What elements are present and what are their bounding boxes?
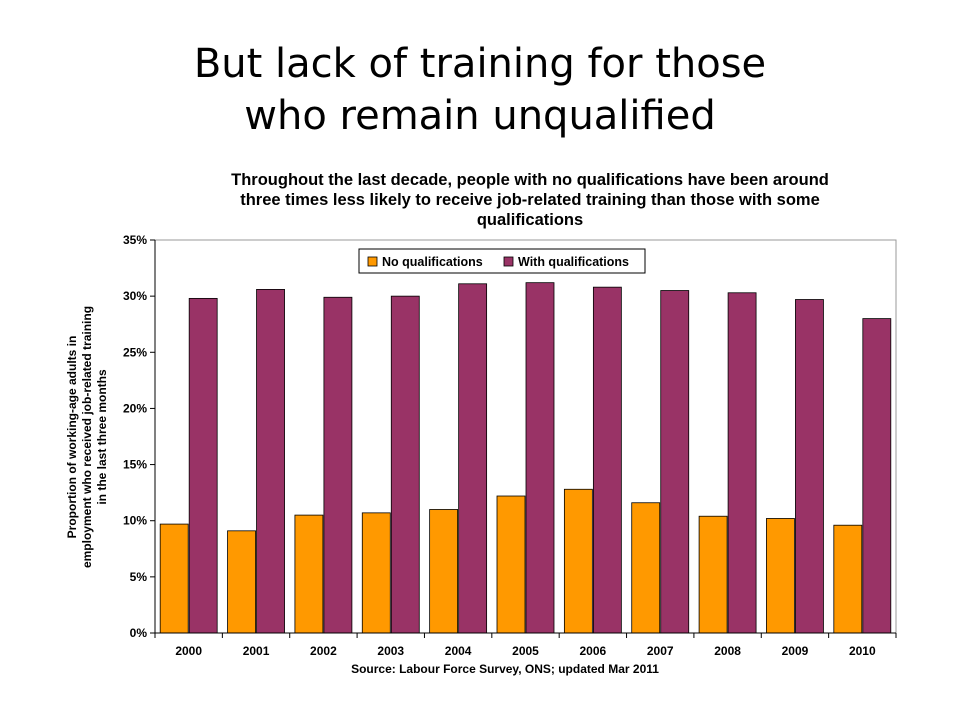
x-tick-label: 2006 [580,644,607,658]
legend-item-with-qualifications: With qualifications [518,255,629,269]
y-tick-label: 20% [123,401,147,415]
x-tick-label: 2000 [175,644,202,658]
x-tick-label: 2004 [445,644,472,658]
bar-with-qualifications [323,296,353,634]
bar-with-qualifications [862,318,892,634]
y-axis-label-line-3: in the last three months [95,369,109,505]
x-tick-label: 2001 [243,644,270,658]
bar-no-qualifications [227,530,256,634]
x-tick-label: 2007 [647,644,674,658]
legend-swatch [367,256,378,267]
legend-swatch [503,256,514,267]
x-tick-label: 2002 [310,644,337,658]
source-note: Source: Labour Force Survey, ONS; update… [351,662,659,676]
bar-with-qualifications [795,299,824,634]
bar-no-qualifications [361,512,391,634]
x-axis: 2000 2001 2002 2003 2004 2005 2006 2007 2008 2009… [154,632,897,658]
bar-no-qualifications [159,523,189,634]
y-axis-label-line-1: Proportion of working-age adults in [65,336,79,539]
bar-with-qualifications [592,286,622,634]
chart-title-line-3: qualifications [476,211,584,229]
bars [159,282,892,634]
x-tick-label: 2010 [849,644,876,658]
bar-no-qualifications [294,514,324,634]
chart-title-line-1: Throughout the last decade, people with … [231,171,829,189]
legend-item-no-qualifications: No qualifications [382,255,483,269]
chart-title-line-2: three times less likely to receive job-r… [240,191,820,209]
bar-with-qualifications [727,292,757,634]
bar-no-qualifications [563,488,593,634]
bar-no-qualifications [766,518,795,634]
y-tick-label: 10% [123,514,147,528]
slide-title: But lack of training for those who remai… [0,38,960,142]
y-tick-label: 25% [123,345,147,359]
bar-no-qualifications [833,524,863,634]
slide-title-line-1: But lack of training for those [193,41,767,87]
bar-no-qualifications [698,515,728,634]
x-tick-label: 2005 [512,644,539,658]
x-tick-label: 2009 [782,644,809,658]
bar-with-qualifications [458,283,488,634]
bar-no-qualifications [429,509,459,634]
bar-no-qualifications [496,495,526,634]
bar-with-qualifications [525,282,555,634]
x-tick-label: 2003 [377,644,404,658]
bar-with-qualifications [660,290,690,634]
x-tick-label: 2008 [714,644,741,658]
bar-no-qualifications [631,502,661,634]
y-axis: 0% 5% 10% 15% 20% 25% 30% 35% [123,233,156,640]
y-tick-label: 30% [123,289,147,303]
legend: No qualifications With qualifications [358,248,646,274]
y-axis-label-line-2: employment who received job-related trai… [80,306,94,568]
y-tick-label: 15% [123,458,147,472]
bar-with-qualifications [256,289,285,634]
y-tick-label: 0% [130,626,148,640]
bar-with-qualifications [188,297,218,634]
chart-title: Throughout the last decade, people with … [180,170,880,230]
slide-title-line-2: who remain unqualified [244,93,716,139]
y-tick-label: 5% [130,570,148,584]
y-tick-label: 35% [123,233,147,247]
bar-with-qualifications [390,295,420,634]
legend-box [358,248,646,274]
y-axis-label: Proportion of working-age adults in empl… [65,306,109,568]
